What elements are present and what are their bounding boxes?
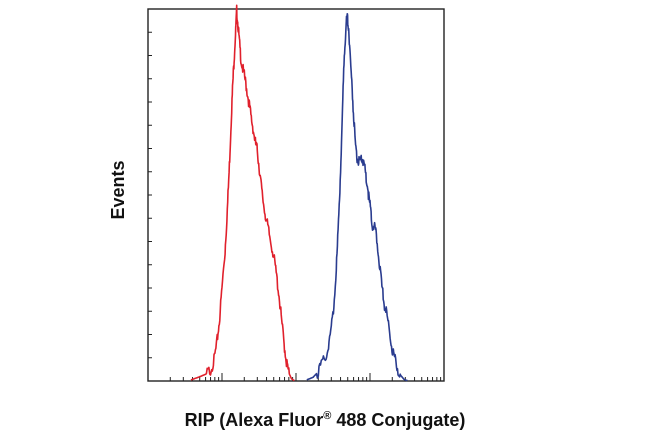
x-axis-label-main: RIP (Alexa Fluor [185,410,324,430]
y-axis-ticks [148,31,152,359]
series-line [190,4,295,382]
series-line [306,13,408,382]
x-axis-label: RIP (Alexa Fluor® 488 Conjugate) [185,410,466,430]
x-axis-label-sup: ® [323,410,331,422]
series-layer [190,4,408,382]
y-axis-label: Events [108,160,128,219]
plot-frame [147,8,445,382]
x-axis-ticks [169,373,442,381]
x-axis-label-suffix: 488 Conjugate) [331,410,465,430]
